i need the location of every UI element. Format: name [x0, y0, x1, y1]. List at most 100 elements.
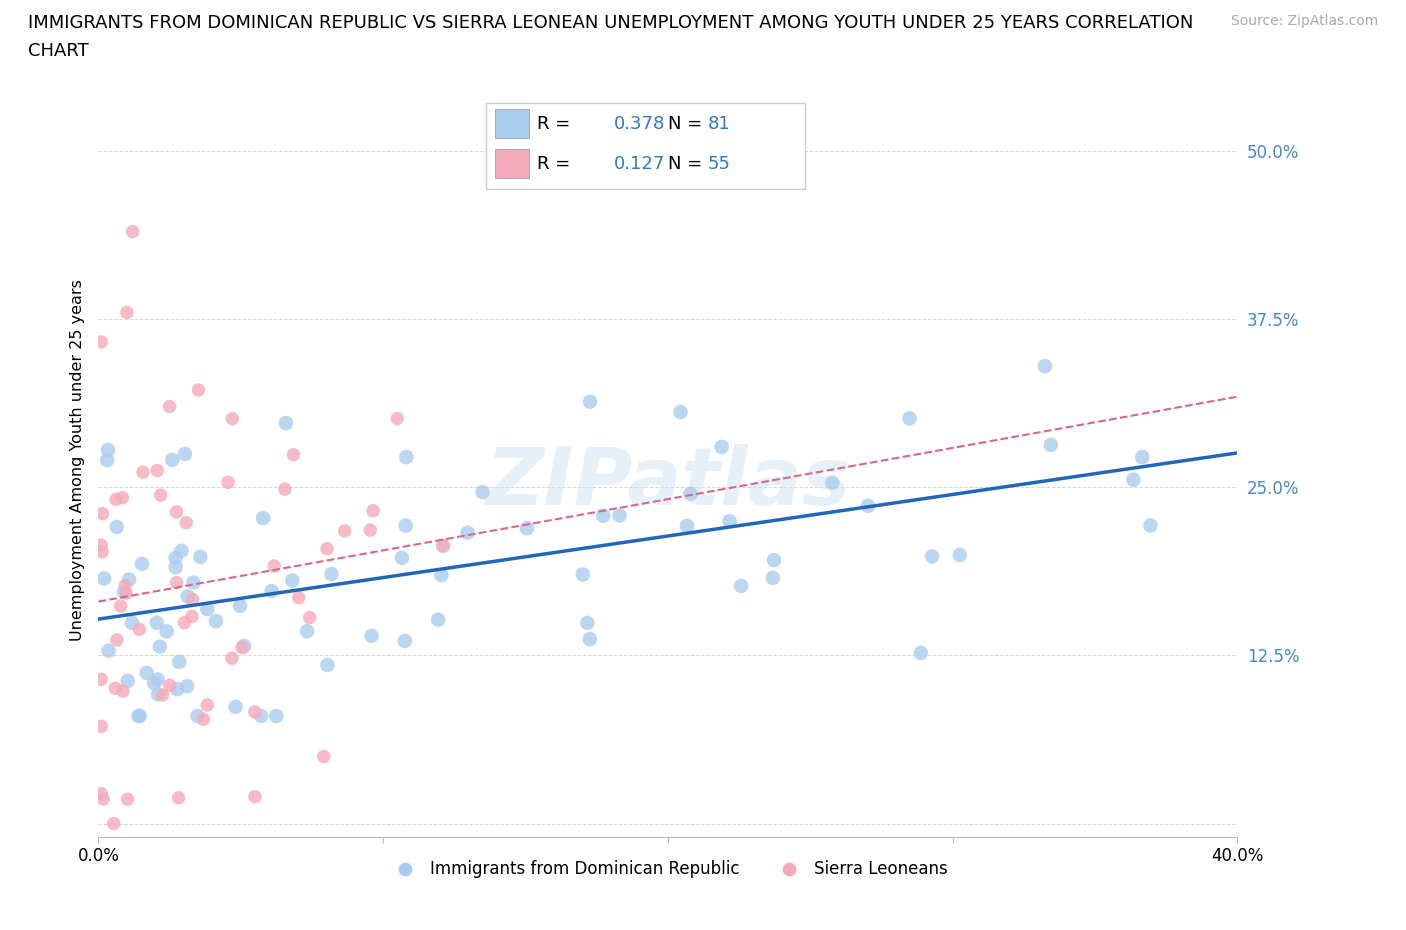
Text: N =: N = [668, 154, 707, 173]
Point [679, 486, 702, 501]
Point [165, 551, 187, 565]
Point [167, 790, 190, 805]
Point [252, 511, 274, 525]
Point [110, 599, 132, 614]
Point [162, 452, 184, 467]
Point [149, 639, 172, 654]
Point [105, 632, 128, 647]
Point [104, 681, 127, 696]
Point [115, 305, 138, 320]
Point [898, 411, 921, 426]
Point [921, 549, 943, 564]
Point [183, 575, 205, 590]
Point [576, 616, 599, 631]
Point [128, 709, 150, 724]
Point [149, 487, 172, 502]
Point [264, 709, 287, 724]
Point [225, 699, 247, 714]
Point [260, 584, 283, 599]
Point [105, 520, 128, 535]
Point [394, 633, 416, 648]
Point [281, 573, 304, 588]
Text: ZIPatlas: ZIPatlas [485, 444, 851, 522]
Point [316, 658, 339, 672]
Point [103, 817, 125, 831]
Point [135, 666, 157, 681]
Point [146, 687, 169, 702]
Point [170, 543, 193, 558]
Point [718, 513, 741, 528]
Point [221, 651, 243, 666]
Point [1139, 518, 1161, 533]
Point [395, 449, 418, 464]
Point [1033, 359, 1056, 374]
Point [156, 624, 179, 639]
Point [111, 490, 134, 505]
Point [167, 655, 190, 670]
Point [90, 538, 112, 552]
Point [176, 589, 198, 604]
Point [186, 709, 208, 724]
Point [112, 585, 135, 600]
Point [115, 586, 138, 601]
Point [91, 544, 114, 559]
Point [471, 485, 494, 499]
Point [166, 576, 188, 591]
Point [105, 492, 128, 507]
Text: CHART: CHART [28, 42, 89, 60]
Point [391, 551, 413, 565]
Point [90, 787, 112, 802]
Point [359, 523, 381, 538]
FancyBboxPatch shape [485, 102, 804, 189]
Point [96, 453, 118, 468]
Point [176, 679, 198, 694]
Text: 55: 55 [707, 154, 731, 173]
Point [229, 599, 252, 614]
Point [250, 709, 273, 724]
Point [114, 578, 136, 593]
Point [121, 616, 143, 631]
Point [710, 440, 733, 455]
Point [195, 602, 218, 617]
Y-axis label: Unemployment Among Youth under 25 years: Unemployment Among Youth under 25 years [69, 279, 84, 642]
Point [263, 559, 285, 574]
Point [165, 560, 187, 575]
FancyBboxPatch shape [495, 149, 529, 178]
Point [387, 411, 409, 426]
Point [159, 678, 181, 693]
Legend: Immigrants from Dominican Republic, Sierra Leoneans: Immigrants from Dominican Republic, Sier… [381, 854, 955, 885]
Point [233, 639, 256, 654]
Point [131, 556, 153, 571]
Point [579, 394, 602, 409]
Point [121, 224, 143, 239]
Point [430, 567, 453, 582]
Point [146, 616, 169, 631]
Point [516, 521, 538, 536]
Point [321, 566, 343, 581]
Point [274, 482, 297, 497]
Point [243, 705, 266, 720]
Point [288, 591, 311, 605]
Point [1039, 437, 1062, 452]
Point [181, 592, 204, 607]
Point [274, 416, 297, 431]
Text: R =: R = [537, 154, 576, 173]
Text: R =: R = [537, 114, 576, 133]
Point [174, 515, 197, 530]
Point [432, 538, 454, 553]
Point [97, 644, 120, 658]
Point [195, 698, 218, 712]
Point [1122, 472, 1144, 487]
Point [193, 712, 215, 727]
Text: 0.127: 0.127 [614, 154, 665, 173]
Point [427, 612, 450, 627]
Point [97, 443, 120, 458]
Point [856, 498, 879, 513]
Point [146, 672, 169, 687]
Point [609, 508, 631, 523]
Point [128, 622, 150, 637]
Point [165, 504, 187, 519]
Point [117, 673, 139, 688]
Point [1130, 450, 1153, 465]
Point [90, 335, 112, 350]
